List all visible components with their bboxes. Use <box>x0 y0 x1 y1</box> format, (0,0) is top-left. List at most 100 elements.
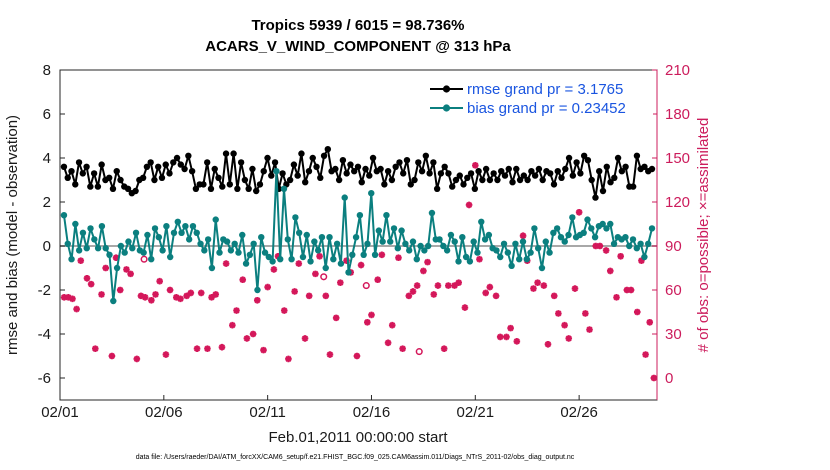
bias-point <box>318 234 326 241</box>
bias-point <box>626 242 633 250</box>
obs-assimilated-point <box>156 277 163 285</box>
bias-point <box>231 240 238 247</box>
obs-assimilated-point <box>623 286 631 294</box>
bias-point <box>352 234 360 241</box>
obs-assimilated-point <box>312 270 319 278</box>
bias-point <box>523 256 530 263</box>
rmse-point <box>64 174 71 181</box>
rmse-point <box>245 185 252 192</box>
obs-assimilated-point <box>602 247 610 254</box>
obs-markers <box>60 162 658 382</box>
rmse-point <box>362 165 369 173</box>
bias-point <box>550 229 557 236</box>
bias-point <box>314 247 322 254</box>
bias-point <box>68 256 75 263</box>
bias-point <box>421 247 428 254</box>
rmse-point <box>351 168 358 175</box>
bias-point <box>299 253 307 261</box>
bias-point <box>288 256 295 263</box>
rmse-point <box>309 154 316 162</box>
bias-point <box>307 258 314 265</box>
obs-assimilated-point <box>534 279 541 286</box>
bias-point <box>455 258 462 265</box>
bias-point <box>417 242 424 250</box>
bias-point <box>470 238 477 245</box>
rmse-point <box>79 170 87 177</box>
rmse-point <box>83 163 90 170</box>
bias-point <box>269 258 276 265</box>
rmse-point <box>268 172 275 179</box>
obs-possible-point <box>140 255 148 263</box>
y-tick-label: 0 <box>43 238 51 255</box>
bias-point <box>235 249 242 256</box>
rmse-point <box>241 176 249 184</box>
rmse-point <box>641 163 648 170</box>
rmse-point <box>354 163 362 170</box>
obs-assimilated-point <box>561 321 568 329</box>
rmse-point <box>449 183 456 190</box>
y-tick-label: 8 <box>43 62 51 79</box>
bias-point <box>201 247 208 254</box>
obs-assimilated-point <box>102 264 109 272</box>
rmse-point <box>286 176 294 184</box>
rmse-point <box>456 172 463 179</box>
bias-point <box>569 214 576 221</box>
rmse-point <box>185 152 192 159</box>
bias-point <box>462 253 470 261</box>
bias-point <box>622 234 629 241</box>
rmse-point <box>479 176 486 184</box>
obs-assimilated-point <box>395 254 402 262</box>
bias-point <box>459 234 466 241</box>
obs-assimilated-point <box>243 335 251 342</box>
bias-point <box>519 238 527 245</box>
bias-point <box>360 251 367 258</box>
bias-point <box>493 247 500 254</box>
bias-point <box>303 231 310 239</box>
rmse-point <box>237 159 245 166</box>
bias-point <box>159 247 166 254</box>
bias-point <box>629 236 637 243</box>
rmse-point <box>486 176 494 184</box>
bias-point <box>345 269 352 276</box>
y-right-tick-label: 60 <box>665 282 682 299</box>
x-tick-label: 02/16 <box>353 404 391 421</box>
rmse-point <box>113 168 120 175</box>
rmse-point <box>562 165 569 173</box>
obs-assimilated-point <box>133 355 141 363</box>
bias-point <box>83 245 90 252</box>
obs-assimilated-point <box>550 292 558 300</box>
y-tick-label: -4 <box>38 326 51 343</box>
rmse-point <box>60 163 68 170</box>
y-tick-label: 2 <box>43 194 51 211</box>
rmse-point <box>614 154 622 162</box>
obs-assimilated-point <box>496 333 504 341</box>
bias-point <box>75 247 83 254</box>
bias-point <box>364 240 371 247</box>
bias-point <box>402 240 409 247</box>
rmse-point <box>75 159 83 166</box>
bias-point <box>561 238 568 245</box>
axis-ticks: 8 6 4 2 0 -2 -4 -6 210 180 150 120 90 60 30 0 02/01 02/06… <box>38 62 690 421</box>
rmse-point <box>584 157 592 164</box>
bias-point <box>155 234 163 241</box>
legend-rmse-label: rmse grand pr = 3.1765 <box>467 81 623 98</box>
bias-point <box>436 236 443 243</box>
rmse-point <box>452 176 460 184</box>
rmse-point <box>441 163 448 170</box>
rmse-point <box>143 163 151 170</box>
obs-assimilated-point <box>285 355 292 363</box>
obs-assimilated-point <box>465 201 473 209</box>
y-right-tick-label: 90 <box>665 238 682 255</box>
rmse-point <box>580 152 588 159</box>
bias-point <box>398 227 405 234</box>
rmse-point <box>501 172 509 179</box>
obs-assimilated-point <box>291 288 298 295</box>
bias-point <box>512 240 519 247</box>
bias-point <box>633 245 641 252</box>
bias-point <box>98 223 106 230</box>
obs-assimilated-point <box>642 351 649 358</box>
rmse-point <box>305 168 313 175</box>
obs-assimilated-point <box>152 291 159 298</box>
bias-point <box>504 249 512 256</box>
